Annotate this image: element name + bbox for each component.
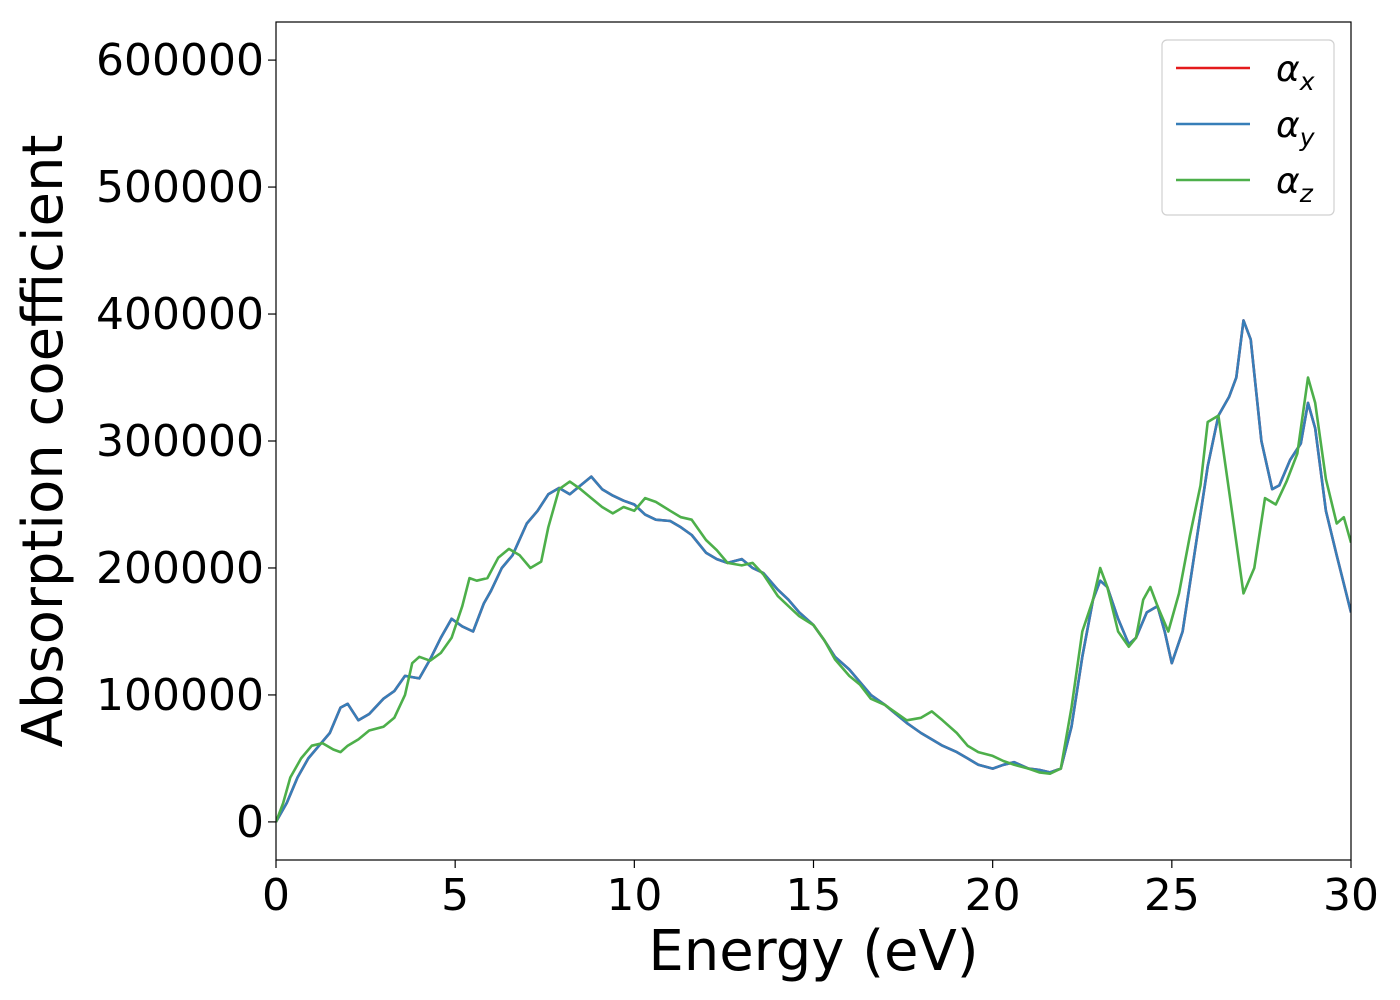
- series-line-y: [276, 319, 1351, 823]
- y-tick-label: 600000: [96, 35, 264, 86]
- y-tick-label: 400000: [96, 289, 264, 340]
- legend-label: αx: [1276, 49, 1315, 96]
- legend: αx αy αz: [1161, 39, 1335, 216]
- x-tick-label: 5: [441, 870, 469, 921]
- y-tick-label: 0: [236, 797, 264, 848]
- x-tick-label: 0: [262, 870, 290, 921]
- x-tick-label: 10: [606, 870, 662, 921]
- series-line-z: [276, 376, 1351, 823]
- legend-label: αy: [1276, 105, 1316, 152]
- x-tick-label: 20: [965, 870, 1021, 921]
- x-tick-label: 25: [1144, 870, 1200, 921]
- legend-box: [1161, 39, 1335, 216]
- y-tick-label: 500000: [96, 162, 264, 213]
- y-tick-label: 200000: [96, 543, 264, 594]
- plot-area: [276, 319, 1351, 823]
- series-line-x: [276, 319, 1351, 823]
- y-tick-label: 100000: [96, 670, 264, 721]
- x-tick-label: 15: [786, 870, 842, 921]
- x-tick-label: 30: [1323, 870, 1379, 921]
- x-axis: 0 5 10 15 20 25 30: [262, 860, 1379, 921]
- y-tick-label: 300000: [96, 416, 264, 467]
- x-axis-label: Energy (eV): [648, 919, 978, 984]
- y-axis-label: Absorption coefficient: [11, 135, 76, 748]
- y-axis: 0 100000 200000 300000 400000 500000 600000: [96, 35, 276, 848]
- legend-label: αz: [1276, 161, 1314, 208]
